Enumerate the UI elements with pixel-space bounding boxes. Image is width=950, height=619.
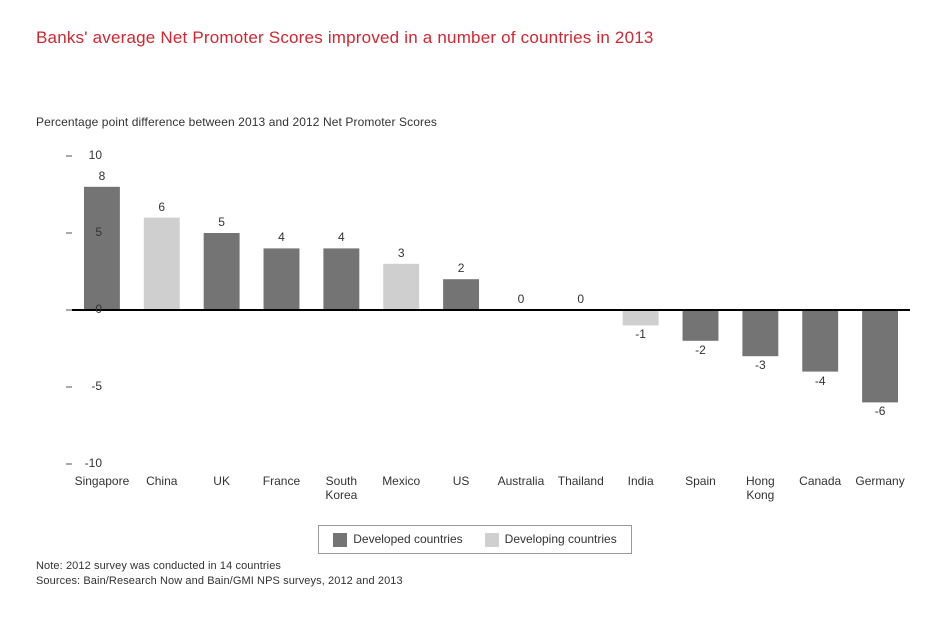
bar xyxy=(323,248,359,310)
value-label: -1 xyxy=(611,327,671,341)
page-root: Banks' average Net Promoter Scores impro… xyxy=(0,0,950,619)
bar xyxy=(144,218,180,310)
category-label: Germany xyxy=(850,474,910,488)
y-tick-label: 5 xyxy=(72,225,102,239)
legend-label: Developed countries xyxy=(353,532,462,546)
footnote-1: Note: 2012 survey was conducted in 14 co… xyxy=(36,560,281,572)
value-label: 4 xyxy=(252,230,312,244)
value-label: 0 xyxy=(551,292,611,306)
bar-chart xyxy=(36,140,914,520)
bar xyxy=(802,310,838,372)
value-label: -2 xyxy=(671,343,731,357)
value-label: 0 xyxy=(491,292,551,306)
y-tick-label: -5 xyxy=(72,379,102,393)
y-tick-label: -10 xyxy=(72,456,102,470)
bar xyxy=(862,310,898,402)
category-label: India xyxy=(611,474,671,488)
legend-item: Developing countries xyxy=(485,532,617,547)
bar xyxy=(383,264,419,310)
value-label: -4 xyxy=(790,374,850,388)
value-label: 8 xyxy=(72,169,132,183)
bar xyxy=(204,233,240,310)
legend-item: Developed countries xyxy=(333,532,462,547)
value-label: -3 xyxy=(730,358,790,372)
category-label: US xyxy=(431,474,491,488)
bar xyxy=(742,310,778,356)
value-label: 2 xyxy=(431,261,491,275)
category-label: SouthKorea xyxy=(311,474,371,503)
value-label: 6 xyxy=(132,200,192,214)
category-label: HongKong xyxy=(730,474,790,503)
legend-box: Developed countries Developing countries xyxy=(318,525,631,554)
footnote-2: Sources: Bain/Research Now and Bain/GMI … xyxy=(36,575,403,587)
category-label: UK xyxy=(192,474,252,488)
bar xyxy=(683,310,719,341)
category-label: France xyxy=(252,474,312,488)
value-label: -6 xyxy=(850,404,910,418)
category-label: Canada xyxy=(790,474,850,488)
legend-swatch xyxy=(485,533,499,547)
chart-title: Banks' average Net Promoter Scores impro… xyxy=(36,28,654,48)
legend-swatch xyxy=(333,533,347,547)
value-label: 4 xyxy=(311,230,371,244)
category-label: Thailand xyxy=(551,474,611,488)
legend: Developed countries Developing countries xyxy=(0,525,950,554)
category-label: Mexico xyxy=(371,474,431,488)
y-tick-label: 0 xyxy=(72,302,102,316)
category-label: Singapore xyxy=(72,474,132,488)
chart-subtitle: Percentage point difference between 2013… xyxy=(36,115,437,129)
bar xyxy=(84,187,120,310)
value-label: 3 xyxy=(371,246,431,260)
bar xyxy=(264,248,300,310)
y-tick-label: 10 xyxy=(72,148,102,162)
value-label: 5 xyxy=(192,215,252,229)
category-label: Spain xyxy=(671,474,731,488)
category-label: Australia xyxy=(491,474,551,488)
legend-label: Developing countries xyxy=(505,532,617,546)
chart-canvas xyxy=(36,140,914,520)
bar xyxy=(623,310,659,325)
bar xyxy=(443,279,479,310)
category-label: China xyxy=(132,474,192,488)
